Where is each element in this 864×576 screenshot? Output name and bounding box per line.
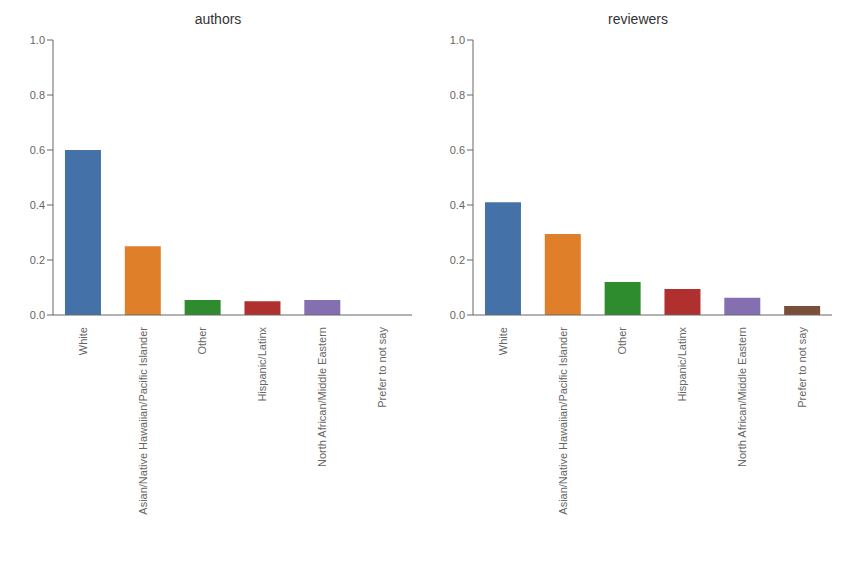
svg-text:0.6: 0.6: [450, 144, 465, 156]
svg-text:0.4: 0.4: [30, 199, 45, 211]
svg-text:Prefer to not say: Prefer to not say: [796, 327, 808, 408]
svg-text:White: White: [77, 327, 89, 355]
svg-text:North African/Middle Eastern: North African/Middle Eastern: [736, 327, 748, 467]
svg-text:Hispanic/Latinx: Hispanic/Latinx: [676, 327, 688, 402]
svg-text:1.0: 1.0: [450, 34, 465, 46]
svg-text:Asian/Native Hawaiian/Pacific: Asian/Native Hawaiian/Pacific Islander: [137, 327, 149, 515]
html-text:reviewers: reviewers: [608, 11, 668, 27]
svg-text:0.6: 0.6: [30, 144, 45, 156]
svg-text:North African/Middle Eastern: North African/Middle Eastern: [316, 327, 328, 467]
svg-text:0.2: 0.2: [450, 254, 465, 266]
svg-text:1.0: 1.0: [30, 34, 45, 46]
svg-text:0.0: 0.0: [30, 309, 45, 321]
svg-text:0.4: 0.4: [450, 199, 465, 211]
svg-text:0.8: 0.8: [30, 89, 45, 101]
html-text:authors: authors: [194, 11, 242, 27]
svg-text:0.8: 0.8: [450, 89, 465, 101]
svg-text:Other: Other: [196, 327, 208, 355]
svg-text:Asian/Native Hawaiian/Pacific: Asian/Native Hawaiian/Pacific Islander: [557, 327, 569, 515]
svg-text:White: White: [497, 327, 509, 355]
svg-text:Other: Other: [616, 327, 628, 355]
svg-text:0.2: 0.2: [30, 254, 45, 266]
svg-text:Hispanic/Latinx: Hispanic/Latinx: [256, 327, 268, 402]
svg-text:0.0: 0.0: [450, 309, 465, 321]
svg-text:Prefer to not say: Prefer to not say: [376, 327, 388, 408]
